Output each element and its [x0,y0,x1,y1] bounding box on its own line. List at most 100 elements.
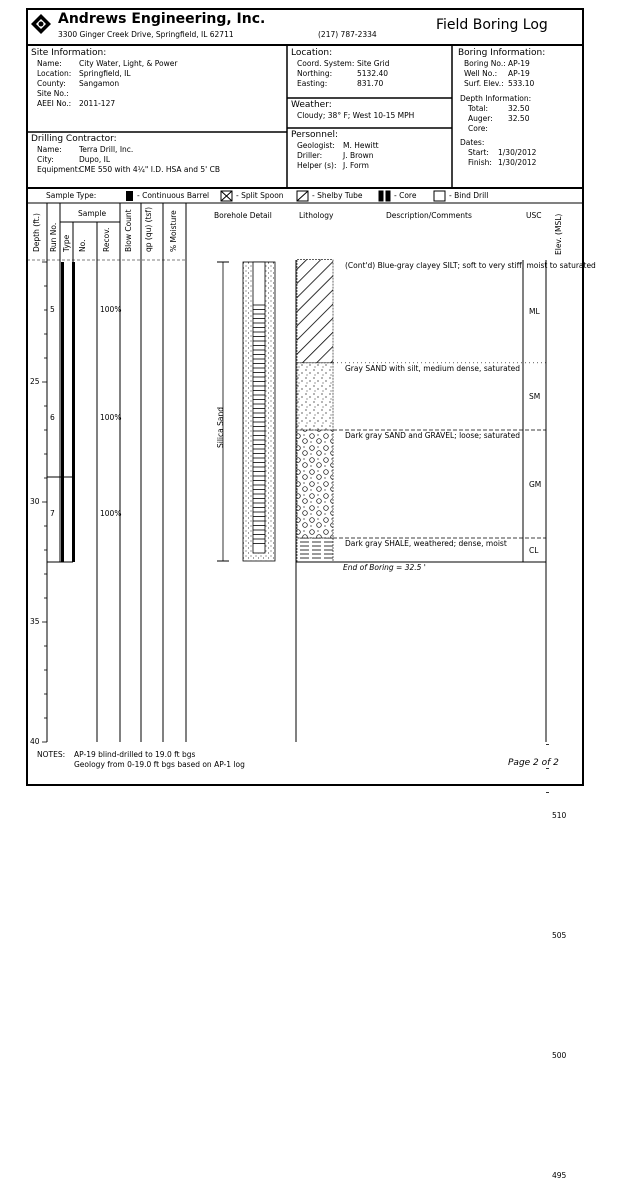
info-row: Surf. Elev.: 533.10 [464,79,545,89]
col-qp: qp (qu) (tsf) [144,207,153,252]
silica-sand-label: Silica Sand [216,407,225,448]
info-value: Terra Drill, Inc. [79,145,134,154]
info-label: Finish: [468,158,492,167]
note-line: Geology from 0-19.0 ft bgs based on AP-1… [74,760,245,769]
info-label: AEEI No.: [37,99,72,108]
info-row: Start: 1/30/2012 [468,148,545,158]
company-phone: (217) 787-2334 [318,30,377,39]
info-label: Start: [468,148,489,157]
layer-description: Gray SAND with silt, medium dense, satur… [345,363,521,373]
site-info: Site Information: Name: City Water, Light… [31,48,177,109]
info-value: M. Hewitt [343,141,379,150]
boring-info: Boring Information: Boring No.: AP-19 Well… [458,48,545,168]
info-row: Geologist: M. Hewitt [297,141,379,151]
note-line: AP-19 blind-drilled to 19.0 ft bgs [74,750,196,759]
elev-tick-label: 500 [552,1051,567,1061]
info-value: 1/30/2012 [498,158,537,167]
info-value: City Water, Light, & Power [79,59,178,68]
sample-type-label: Sample Type: [46,191,97,200]
col-moisture: % Moisture [169,210,178,252]
info-row: Helper (s): J. Form [297,161,379,171]
dates-heading: Dates: [460,138,485,147]
weather-info: Weather: Cloudy; 38° F; West 10-15 MPH [291,100,414,121]
blind-drill-icon [433,190,446,202]
info-row: Northing: 5132.40 [297,69,390,79]
col-borehole: Borehole Detail [214,211,272,220]
info-row: Auger: 32.50 [468,114,545,124]
legend-shelby-tube: - Shelby Tube [312,191,363,200]
company-address: 3300 Ginger Creek Drive, Springfield, IL… [58,30,234,39]
info-row: Finish: 1/30/2012 [468,158,545,168]
info-row: Driller: J. Brown [297,151,379,161]
info-label: Geologist: [297,141,335,150]
personnel-heading: Personnel: [291,130,339,140]
run-number: 6 [50,413,55,422]
info-label: Name: [37,59,62,68]
col-no: No. [78,239,87,252]
info-label: Surf. Elev.: [464,79,504,88]
info-label: Boring No.: [464,59,506,68]
elev-tick-label: 510 [552,811,567,821]
legend-continuous-barrel: - Continuous Barrel [137,191,210,200]
info-value: Springfield, IL [79,69,131,78]
company-name: Andrews Engineering, Inc. [58,11,266,27]
notes-label: NOTES: [37,750,66,759]
elev-tick-label: 495 [552,1171,567,1181]
location-heading: Location: [291,48,333,58]
info-value: 2011-127 [79,99,116,108]
end-of-boring: End of Boring = 32.5 ' [343,563,426,572]
location-info: Location: Coord. System: Site Grid Northin… [291,48,390,89]
info-row: AEEI No.: 2011-127 [37,99,177,109]
info-row: Boring No.: AP-19 [464,59,545,69]
col-sample: Sample [78,209,107,218]
info-row: Site No.: [37,89,177,99]
depth-tick-label: 40 [30,737,40,746]
lithology-sand [296,362,334,431]
contractor-heading: Drilling Contractor: [31,134,117,144]
split-spoon-icon [220,190,233,202]
info-value: Sangamon [79,79,120,88]
recovery: 100% [100,413,122,422]
info-value: AP-19 [508,59,530,68]
info-value: 5132.40 [357,69,389,78]
depth-tick-label: 30 [30,497,40,506]
run-number: 5 [50,305,55,314]
info-row: County: Sangamon [37,79,177,89]
core-icon [378,190,391,202]
col-depth: Depth (ft.) [32,213,41,252]
site-heading: Site Information: [31,48,107,58]
info-row: Well No.: AP-19 [464,69,545,79]
col-type: Type [62,234,71,252]
col-blow: Blow Count [124,209,133,252]
col-recov: Recov. [102,227,111,252]
info-value: J. Brown [343,151,374,160]
legend-split-spoon: - Split Spoon [236,191,284,200]
col-elev: Elev. (MSL) [554,213,563,255]
lithology-shale [296,537,334,563]
info-label: Northing: [297,69,333,78]
elev-tick-label: 505 [552,931,567,941]
info-label: Coord. System: [297,59,355,68]
page-number: Page 2 of 2 [508,758,559,768]
col-lithology: Lithology [299,211,334,220]
usc-code: SM [529,392,541,402]
info-label: Total: [468,104,489,113]
info-label: Driller: [297,151,323,160]
weather-heading: Weather: [291,100,332,110]
depth-heading: Depth Information: [460,94,532,103]
usc-code: ML [529,307,540,317]
recovery: 100% [100,305,122,314]
info-row: Core: [468,124,545,134]
depth-tick-label: 35 [30,617,40,626]
info-value: 1/30/2012 [498,148,537,157]
layer-description: (Cont'd) Blue-gray clayey SILT; soft to … [345,260,596,270]
lithology-gravel [296,429,334,539]
info-label: City: [37,155,54,164]
info-label: Auger: [468,114,493,123]
info-value: 32.50 [508,114,530,123]
contractor-info: Drilling Contractor: Name: Terra Drill, I… [31,134,220,175]
info-label: Helper (s): [297,161,337,170]
info-value: Dupo, IL [79,155,111,164]
boring-heading: Boring Information: [458,48,546,58]
continuous-barrel-icon [126,191,133,201]
